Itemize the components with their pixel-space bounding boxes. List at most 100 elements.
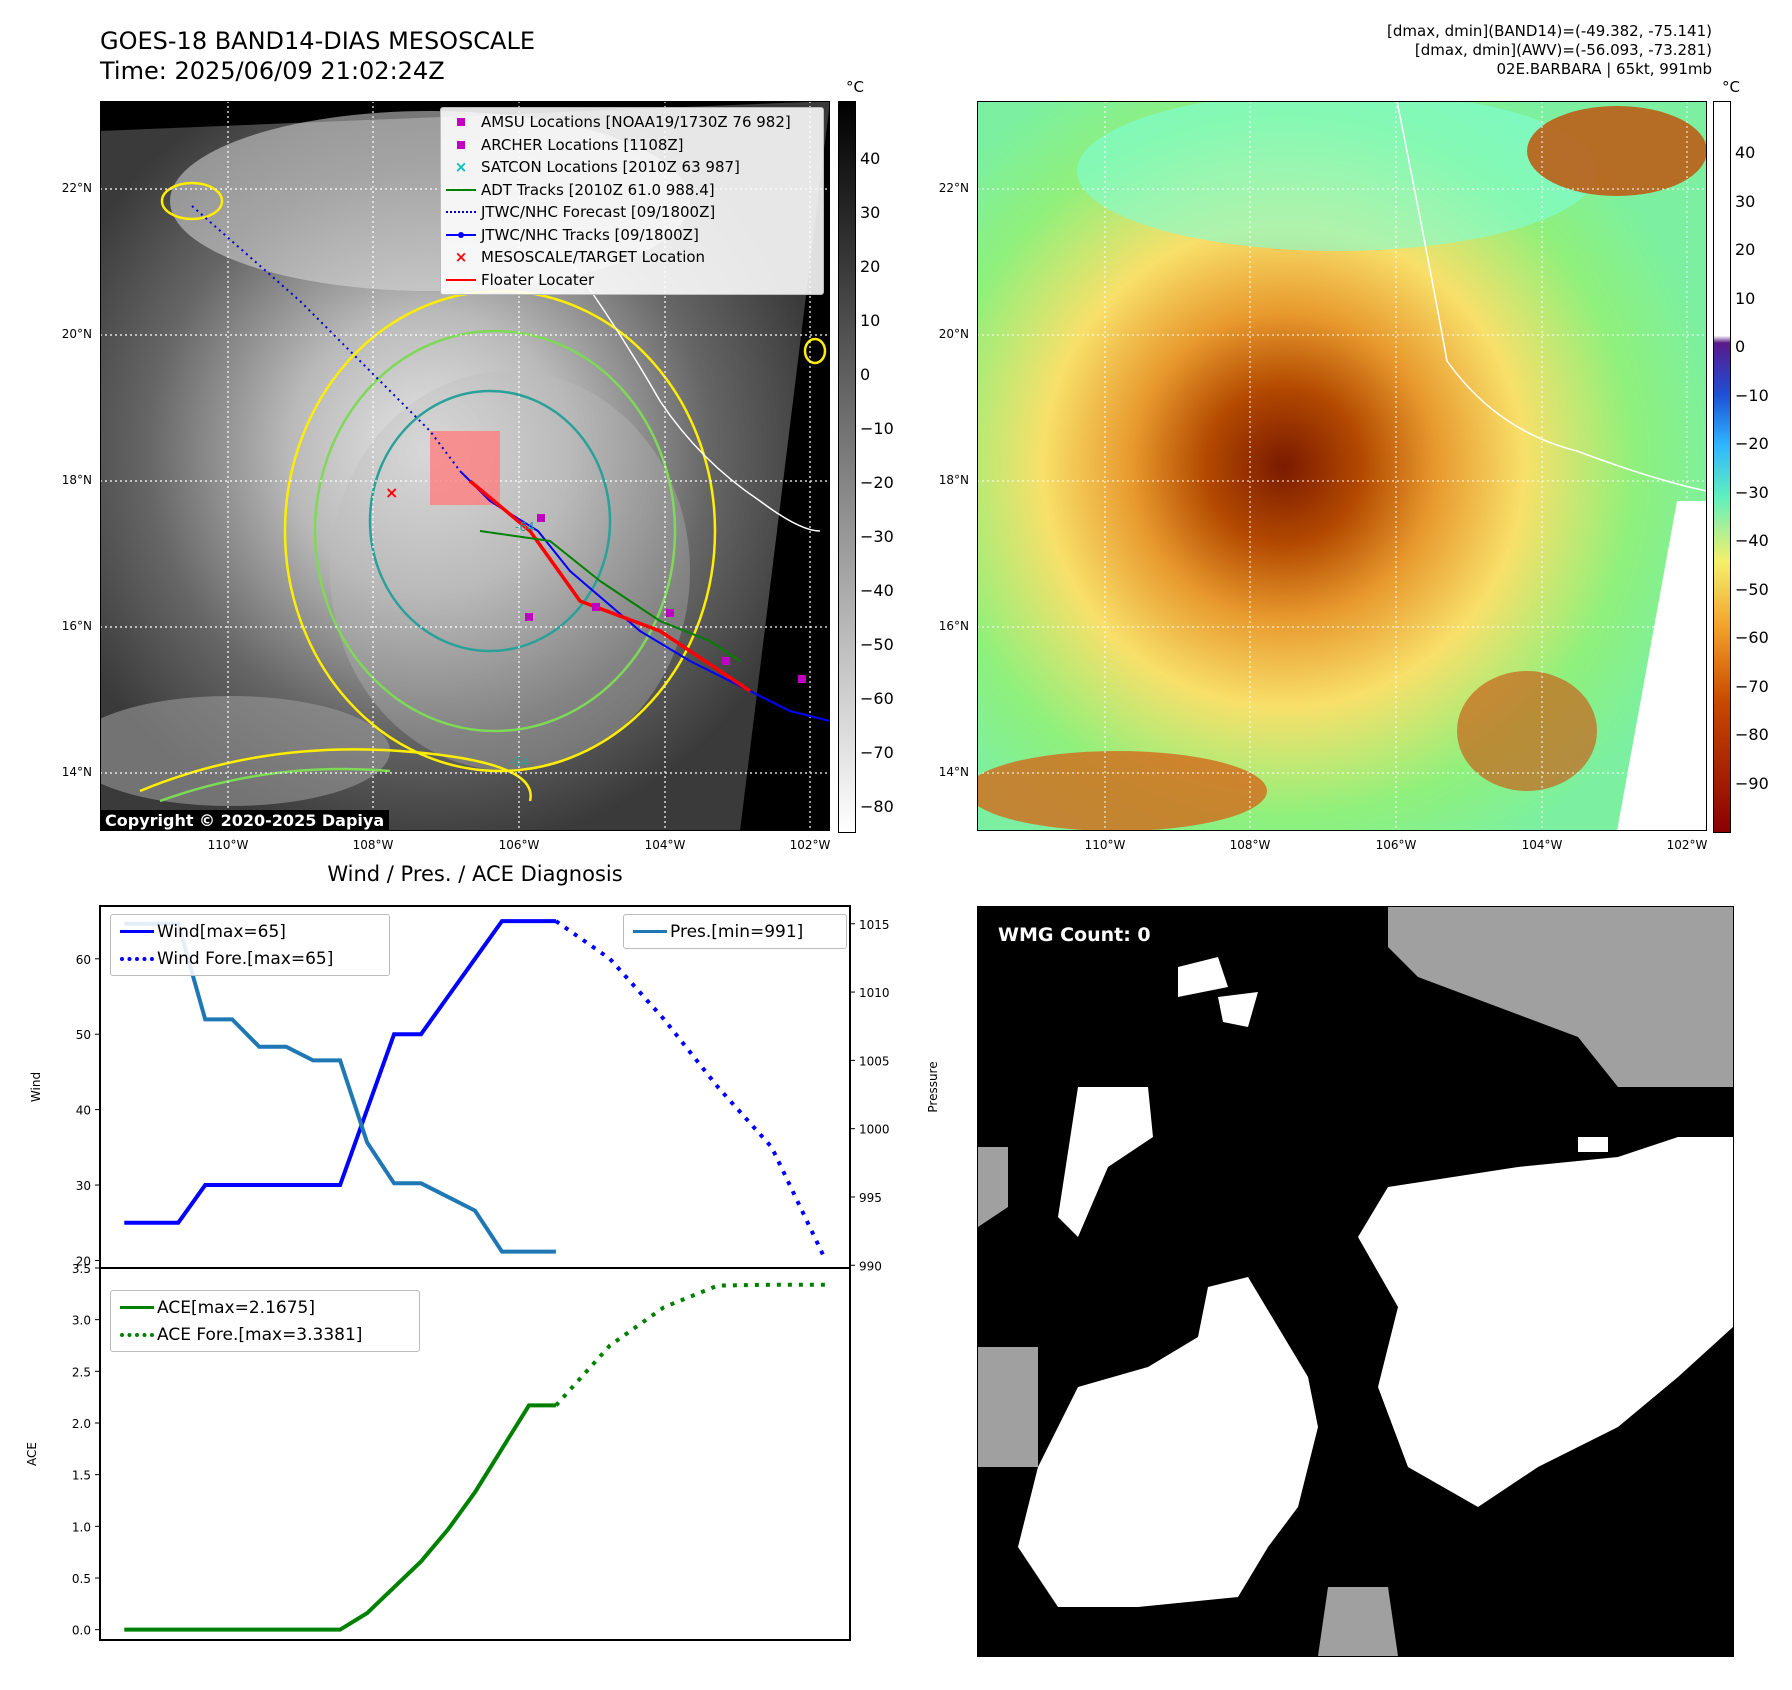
- latTicks2-label: 20°N: [938, 327, 969, 341]
- contour-label-54: -54: [510, 755, 530, 769]
- latTicks2-label: 14°N: [938, 765, 969, 779]
- ace-axis-ticklabel: 2.0: [72, 1417, 91, 1431]
- amsu-markers: [525, 514, 806, 683]
- floater-box: [430, 431, 500, 505]
- cbLeftTicks-label: −30: [860, 527, 894, 546]
- wind-line: [124, 919, 556, 1225]
- awv-colorbar-ticks: 40 30 20 10 0 −10 −20 −30 −40 −50 −60 −70 −80 −90: [1735, 101, 1791, 831]
- cbLeftTicks-label: −40: [860, 581, 894, 600]
- legend-row-forecast: JTWC/NHC Forecast [09/1800Z]: [441, 201, 823, 224]
- cbLeftTicks-label: −20: [860, 473, 894, 492]
- cbRightTicks-label: −90: [1735, 773, 1769, 793]
- wind-axis-ticklabel: 60: [76, 953, 91, 967]
- awv-map-panel: [967, 91, 1708, 832]
- latTicks2-label: 22°N: [938, 181, 969, 195]
- cbRightTicks-label: −30: [1735, 482, 1769, 502]
- lonTicks2-label: 106°W: [1375, 838, 1417, 852]
- ir-colorbar-unit: °C: [846, 78, 864, 96]
- cbRightTicks-label: 30: [1735, 191, 1756, 211]
- legend-pres: Pres.[min=991]: [630, 918, 840, 945]
- cbLeftTicks-label: 30: [860, 203, 881, 222]
- title-line-1: GOES-18 BAND14-DIAS MESOSCALE: [100, 27, 536, 55]
- lonTicks1-label: 102°W: [789, 838, 831, 852]
- cbRightTicks-label: 10: [1735, 288, 1756, 308]
- pressure-axis-label: Pressure: [926, 1061, 940, 1112]
- cbRightTicks-label: −10: [1735, 385, 1769, 405]
- awv-gridlines: [977, 101, 1707, 831]
- lonTicks1-label: 106°W: [498, 838, 540, 852]
- legend-row-adt: ADT Tracks [2010Z 61.0 988.4]: [441, 179, 823, 202]
- adt-track: [479, 530, 741, 662]
- legend-ace: ACE[max=2.1675]: [117, 1294, 413, 1321]
- pressure-axis-ticklabel: 990: [859, 1259, 882, 1273]
- ace-legend: ACE[max=2.1675] ACE Fore.[max=3.3381]: [110, 1290, 420, 1352]
- cbRightTicks-label: −80: [1735, 725, 1769, 744]
- title-time: Time: 2025/06/09 21:02:24Z: [100, 57, 445, 85]
- awv-lon-ticks: 110°W 108°W 106°W 104°W 102°W: [977, 838, 1708, 858]
- floater-track: [468, 479, 751, 693]
- pressure-axis-ticklabel: 1000: [859, 1123, 890, 1137]
- ace-axis-ticklabel: 3.0: [72, 1314, 91, 1328]
- latTicks1-label: 20°N: [61, 327, 92, 341]
- pressure-line: [124, 921, 556, 1254]
- wind-axis-ticklabel: 50: [76, 1028, 91, 1042]
- lonTicks2-label: 104°W: [1521, 838, 1563, 852]
- awv-colorbar-unit: °C: [1722, 78, 1740, 96]
- pressure-axis-ticklabel: 1005: [859, 1054, 890, 1068]
- ace-axis-ticklabel: 3.5: [72, 1262, 91, 1276]
- cbRightTicks-label: −20: [1735, 434, 1769, 453]
- ir-colorbar: [838, 101, 856, 833]
- wind-axis-ticklabel: 40: [76, 1104, 91, 1118]
- info-storm-name: 02E.BARBARA | 65kt, 991mb: [1496, 60, 1712, 78]
- ace-axis-ticklabel: 0.5: [72, 1572, 91, 1586]
- figure-title: GOES-18 BAND14-DIAS MESOSCALE Time: 2025…: [100, 26, 535, 86]
- awv-lat-ticks: 22°N 20°N 18°N 16°N 14°N: [917, 101, 973, 831]
- latTicks2-label: 18°N: [938, 473, 969, 487]
- pressure-axis-ticklabel: 1015: [859, 918, 890, 932]
- latTicks1-label: 18°N: [61, 473, 92, 487]
- ace-line: [124, 1403, 556, 1632]
- cbLeftTicks-label: 20: [860, 257, 881, 276]
- latTicks1-label: 14°N: [61, 765, 92, 779]
- ir-lat-ticks: 22°N 20°N 18°N 16°N 14°N: [40, 101, 96, 831]
- wind-legend: Wind[max=65] Wind Fore.[max=65]: [110, 914, 390, 976]
- latTicks1-label: 16°N: [61, 619, 92, 633]
- legend-row-jtwc: JTWC/NHC Tracks [09/1800Z]: [441, 224, 823, 247]
- cbLeftTicks-label: 0: [860, 365, 871, 384]
- ace-axis-label: ACE: [25, 1442, 39, 1466]
- cbRightTicks-label: −70: [1735, 676, 1769, 696]
- lonTicks2-label: 102°W: [1666, 838, 1708, 852]
- legend-row-amsu: AMSU Locations [NOAA19/1730Z 76 982]: [441, 111, 823, 134]
- contour-label-64: -64: [515, 520, 535, 534]
- ir-map-panel: × -64 -54 AMSU Locations [NOAA19/1730Z 7…: [70, 100, 831, 832]
- ace-axis-ticklabel: 0.0: [72, 1624, 91, 1638]
- cbLeftTicks-label: 10: [860, 311, 881, 330]
- awv-map-image: [967, 91, 1708, 832]
- pres-legend: Pres.[min=991]: [623, 914, 847, 949]
- info-awv-range: [dmax, dmin](AWV)=(-56.093, -73.281): [1414, 41, 1712, 59]
- storm-info: [dmax, dmin](BAND14)=(-49.382, -75.141) …: [1387, 22, 1712, 79]
- legend-ace-forecast: ACE Fore.[max=3.3381]: [117, 1321, 413, 1348]
- diagnosis-title: Wind / Pres. / ACE Diagnosis: [327, 862, 623, 886]
- lonTicks1-label: 110°W: [207, 838, 249, 852]
- map-legend: AMSU Locations [NOAA19/1730Z 76 982] ARC…: [440, 107, 824, 295]
- diagnosis-chart: 20 30 40 50 60 990 995 1000 1005 1010 1015 0.0 0.5 1.…: [25, 905, 940, 1641]
- wind-axis-label: Wind: [29, 1072, 43, 1102]
- pressure-axis-ticklabel: 1010: [859, 986, 890, 1000]
- legend-row-target: × MESOSCALE/TARGET Location: [454, 248, 706, 267]
- pressure-axis-ticklabel: 995: [859, 1191, 882, 1205]
- legend-row-floater: Floater Locater: [441, 269, 823, 292]
- lonTicks1-label: 104°W: [644, 838, 686, 852]
- target-marker: ×: [385, 483, 398, 502]
- legend-wind: Wind[max=65]: [117, 918, 383, 945]
- awv-colorbar: [1713, 101, 1731, 833]
- lonTicks2-label: 110°W: [1084, 838, 1126, 852]
- ace-axis-ticklabel: 2.5: [72, 1365, 91, 1379]
- cbLeftTicks-label: −70: [860, 743, 894, 762]
- cbRightTicks-label: 20: [1735, 240, 1756, 259]
- cbRightTicks-label: 0: [1735, 337, 1746, 356]
- cbLeftTicks-label: −80: [860, 797, 894, 816]
- cbLeftTicks-label: −10: [860, 419, 894, 438]
- lonTicks1-label: 108°W: [352, 838, 394, 852]
- cbLeftTicks-label: −50: [860, 635, 894, 654]
